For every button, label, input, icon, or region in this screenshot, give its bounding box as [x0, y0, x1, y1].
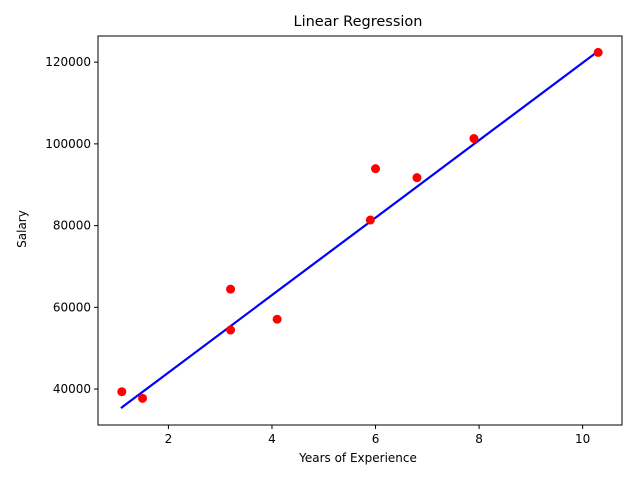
y-tick-label: 40000	[53, 382, 91, 396]
y-tick-label: 120000	[45, 55, 91, 69]
data-point	[226, 284, 236, 294]
y-tick-label: 100000	[45, 137, 91, 151]
data-point	[593, 47, 603, 57]
y-tick-label: 60000	[53, 300, 91, 314]
data-point	[117, 387, 127, 397]
y-tick-label: 80000	[53, 219, 91, 233]
data-point	[138, 393, 148, 403]
axes-frame	[97, 35, 623, 426]
x-tick-label: 4	[268, 432, 276, 446]
x-tick-label: 2	[165, 432, 173, 446]
data-point	[272, 314, 282, 324]
data-point	[226, 325, 236, 335]
regression-line	[120, 49, 600, 409]
x-tick-label: 8	[475, 432, 483, 446]
data-point	[469, 134, 479, 144]
data-point	[412, 173, 422, 183]
data-point	[371, 164, 381, 174]
x-tick-label: 10	[575, 432, 590, 446]
plot-area: 2 4 6 8 10 40000 60000 80000 100000 120000	[45, 35, 623, 446]
chart-title: Linear Regression	[294, 14, 423, 30]
data-point	[365, 215, 375, 225]
x-tick-label: 6	[372, 432, 380, 446]
y-axis-label: Salary	[15, 210, 29, 248]
x-axis-label: Years of Experience	[298, 451, 417, 465]
